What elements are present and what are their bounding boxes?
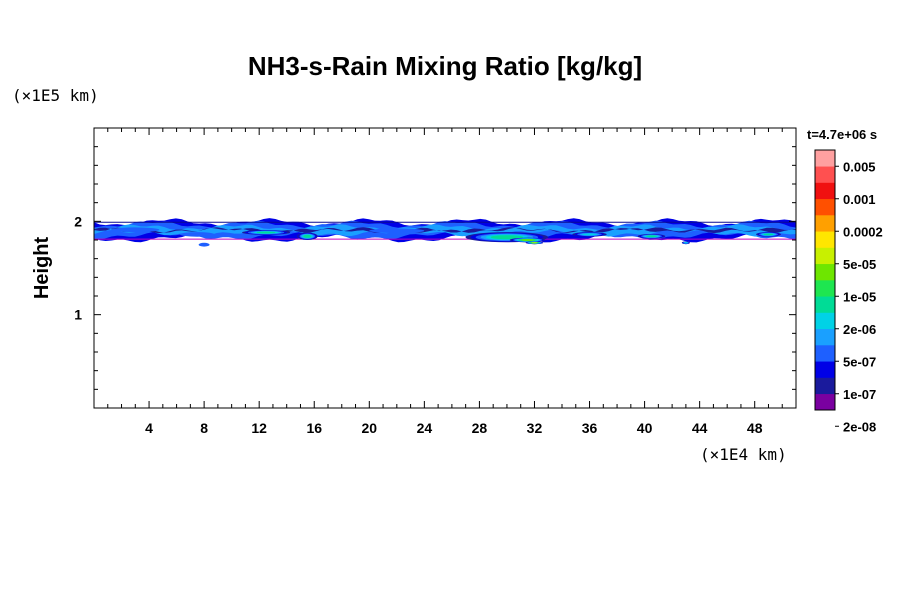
x-tick-label: 48 — [747, 420, 763, 436]
colorbar-swatch — [815, 361, 835, 378]
y-axis-label: Height — [31, 237, 53, 300]
colorbar-swatch — [815, 393, 835, 411]
colorbar-label: 1e-07 — [843, 387, 876, 402]
colorbar-label: 5e-07 — [843, 354, 876, 369]
contour-feature — [763, 233, 774, 236]
colorbar-label: 0.005 — [843, 159, 876, 174]
x-tick-label: 36 — [582, 420, 598, 436]
colorbar-swatch — [815, 296, 835, 313]
x-axis-unit: (×1E4 km) — [700, 445, 787, 464]
x-tick-label: 16 — [306, 420, 322, 436]
contour-feature — [369, 228, 425, 233]
x-axis: 4 8 12 16 20 24 28 32 36 40 44 48 — [107, 128, 783, 436]
contour-feature — [582, 233, 597, 236]
contour-feature — [684, 242, 688, 244]
colorbar-label: 0.001 — [843, 192, 876, 207]
x-tick-label: 28 — [472, 420, 488, 436]
contour-feature — [521, 239, 534, 241]
colorbar-label: 0.0002 — [843, 224, 883, 239]
x-tick-label: 4 — [145, 420, 153, 436]
x-tick-label: 20 — [362, 420, 378, 436]
colorbar-label: 5e-05 — [843, 257, 876, 272]
layer-band — [94, 224, 796, 237]
x-tick-label: 24 — [417, 420, 433, 436]
colorbar-swatch — [815, 166, 835, 183]
colorbar-frame — [814, 149, 836, 411]
contour-feature — [531, 242, 538, 244]
colorbar-label: 2e-06 — [843, 322, 876, 337]
colorbar-swatch — [815, 345, 835, 362]
colorbar-swatch — [815, 263, 835, 281]
colorbar: 0.005 0.001 0.0002 5e-05 1e-05 2e-06 5e-07 1e-0… — [814, 149, 883, 434]
y-tick-label: 2 — [74, 213, 82, 229]
y-axis-unit: (×1E5 km) — [12, 86, 99, 105]
colorbar-swatch — [815, 198, 835, 216]
plot-frame — [93, 127, 797, 409]
colorbar-swatch — [815, 328, 835, 346]
x-tick-label: 8 — [200, 420, 208, 436]
x-tick-label: 40 — [637, 420, 653, 436]
contour-feature — [303, 234, 312, 238]
contour-feature — [198, 242, 210, 247]
contour-feature — [490, 235, 524, 240]
contour-feature — [180, 232, 215, 237]
colorbar-label: 2e-08 — [843, 419, 876, 434]
y-tick-label: 1 — [74, 307, 82, 323]
plot-area — [93, 127, 797, 409]
colorbar-swatch — [815, 247, 835, 265]
x-tick-label: 44 — [692, 420, 708, 436]
contour-feature — [111, 227, 160, 232]
y-axis: 12 — [74, 146, 796, 390]
colorbar-swatch — [815, 231, 835, 248]
x-tick-label: 12 — [251, 420, 267, 436]
colorbar-swatch — [815, 215, 835, 232]
x-tick-label: 32 — [527, 420, 543, 436]
contour-feature — [646, 235, 657, 238]
colorbar-swatch — [815, 280, 835, 297]
chart-title: NH3-s-Rain Mixing Ratio [kg/kg] — [248, 51, 642, 81]
colorbar-swatch — [815, 182, 835, 200]
contour-feature — [256, 231, 276, 234]
colorbar-swatch — [815, 150, 835, 167]
colorbar-label: 1e-05 — [843, 289, 876, 304]
time-label: t=4.7e+06 s — [807, 127, 877, 142]
colorbar-swatch — [815, 377, 835, 395]
colorbar-swatch — [815, 312, 835, 330]
